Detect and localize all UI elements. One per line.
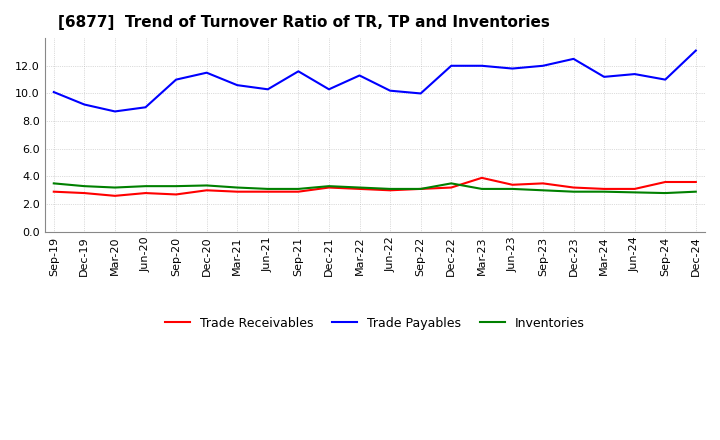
Trade Payables: [570, 56, 578, 62]
Trade Receivables: [416, 186, 425, 191]
Trade Receivables: [264, 189, 272, 194]
Inventories: [325, 183, 333, 189]
Inventories: [111, 185, 120, 190]
Inventories: [416, 186, 425, 191]
Trade Payables: [264, 87, 272, 92]
Trade Payables: [141, 105, 150, 110]
Trade Payables: [386, 88, 395, 93]
Trade Receivables: [80, 191, 89, 196]
Inventories: [477, 186, 486, 191]
Trade Receivables: [294, 189, 302, 194]
Inventories: [570, 189, 578, 194]
Inventories: [294, 186, 302, 191]
Trade Payables: [691, 48, 700, 53]
Trade Receivables: [172, 192, 181, 197]
Trade Payables: [80, 102, 89, 107]
Trade Payables: [50, 89, 58, 95]
Trade Receivables: [233, 189, 241, 194]
Inventories: [202, 183, 211, 188]
Inventories: [661, 191, 670, 196]
Trade Payables: [202, 70, 211, 75]
Trade Payables: [477, 63, 486, 69]
Trade Payables: [661, 77, 670, 82]
Inventories: [233, 185, 241, 190]
Trade Receivables: [50, 189, 58, 194]
Trade Receivables: [600, 186, 608, 191]
Inventories: [141, 183, 150, 189]
Inventories: [539, 187, 547, 193]
Trade Receivables: [111, 193, 120, 198]
Trade Receivables: [325, 185, 333, 190]
Inventories: [355, 185, 364, 190]
Inventories: [508, 186, 517, 191]
Trade Payables: [355, 73, 364, 78]
Legend: Trade Receivables, Trade Payables, Inventories: Trade Receivables, Trade Payables, Inven…: [160, 312, 590, 335]
Inventories: [600, 189, 608, 194]
Trade Receivables: [202, 187, 211, 193]
Trade Receivables: [539, 181, 547, 186]
Trade Receivables: [386, 187, 395, 193]
Line: Trade Payables: Trade Payables: [54, 51, 696, 111]
Line: Inventories: Inventories: [54, 183, 696, 193]
Trade Payables: [172, 77, 181, 82]
Inventories: [264, 186, 272, 191]
Trade Receivables: [447, 185, 456, 190]
Trade Payables: [325, 87, 333, 92]
Trade Payables: [111, 109, 120, 114]
Trade Payables: [447, 63, 456, 69]
Trade Payables: [631, 71, 639, 77]
Trade Payables: [508, 66, 517, 71]
Trade Receivables: [141, 191, 150, 196]
Inventories: [50, 181, 58, 186]
Inventories: [447, 181, 456, 186]
Trade Receivables: [355, 186, 364, 191]
Inventories: [386, 186, 395, 191]
Trade Receivables: [661, 180, 670, 185]
Trade Payables: [600, 74, 608, 80]
Text: [6877]  Trend of Turnover Ratio of TR, TP and Inventories: [6877] Trend of Turnover Ratio of TR, TP…: [58, 15, 549, 30]
Inventories: [631, 190, 639, 195]
Trade Receivables: [477, 175, 486, 180]
Trade Payables: [233, 83, 241, 88]
Trade Payables: [416, 91, 425, 96]
Trade Receivables: [691, 180, 700, 185]
Line: Trade Receivables: Trade Receivables: [54, 178, 696, 196]
Trade Receivables: [570, 185, 578, 190]
Inventories: [80, 183, 89, 189]
Trade Payables: [539, 63, 547, 69]
Trade Payables: [294, 69, 302, 74]
Trade Receivables: [508, 182, 517, 187]
Inventories: [172, 183, 181, 189]
Inventories: [691, 189, 700, 194]
Trade Receivables: [631, 186, 639, 191]
